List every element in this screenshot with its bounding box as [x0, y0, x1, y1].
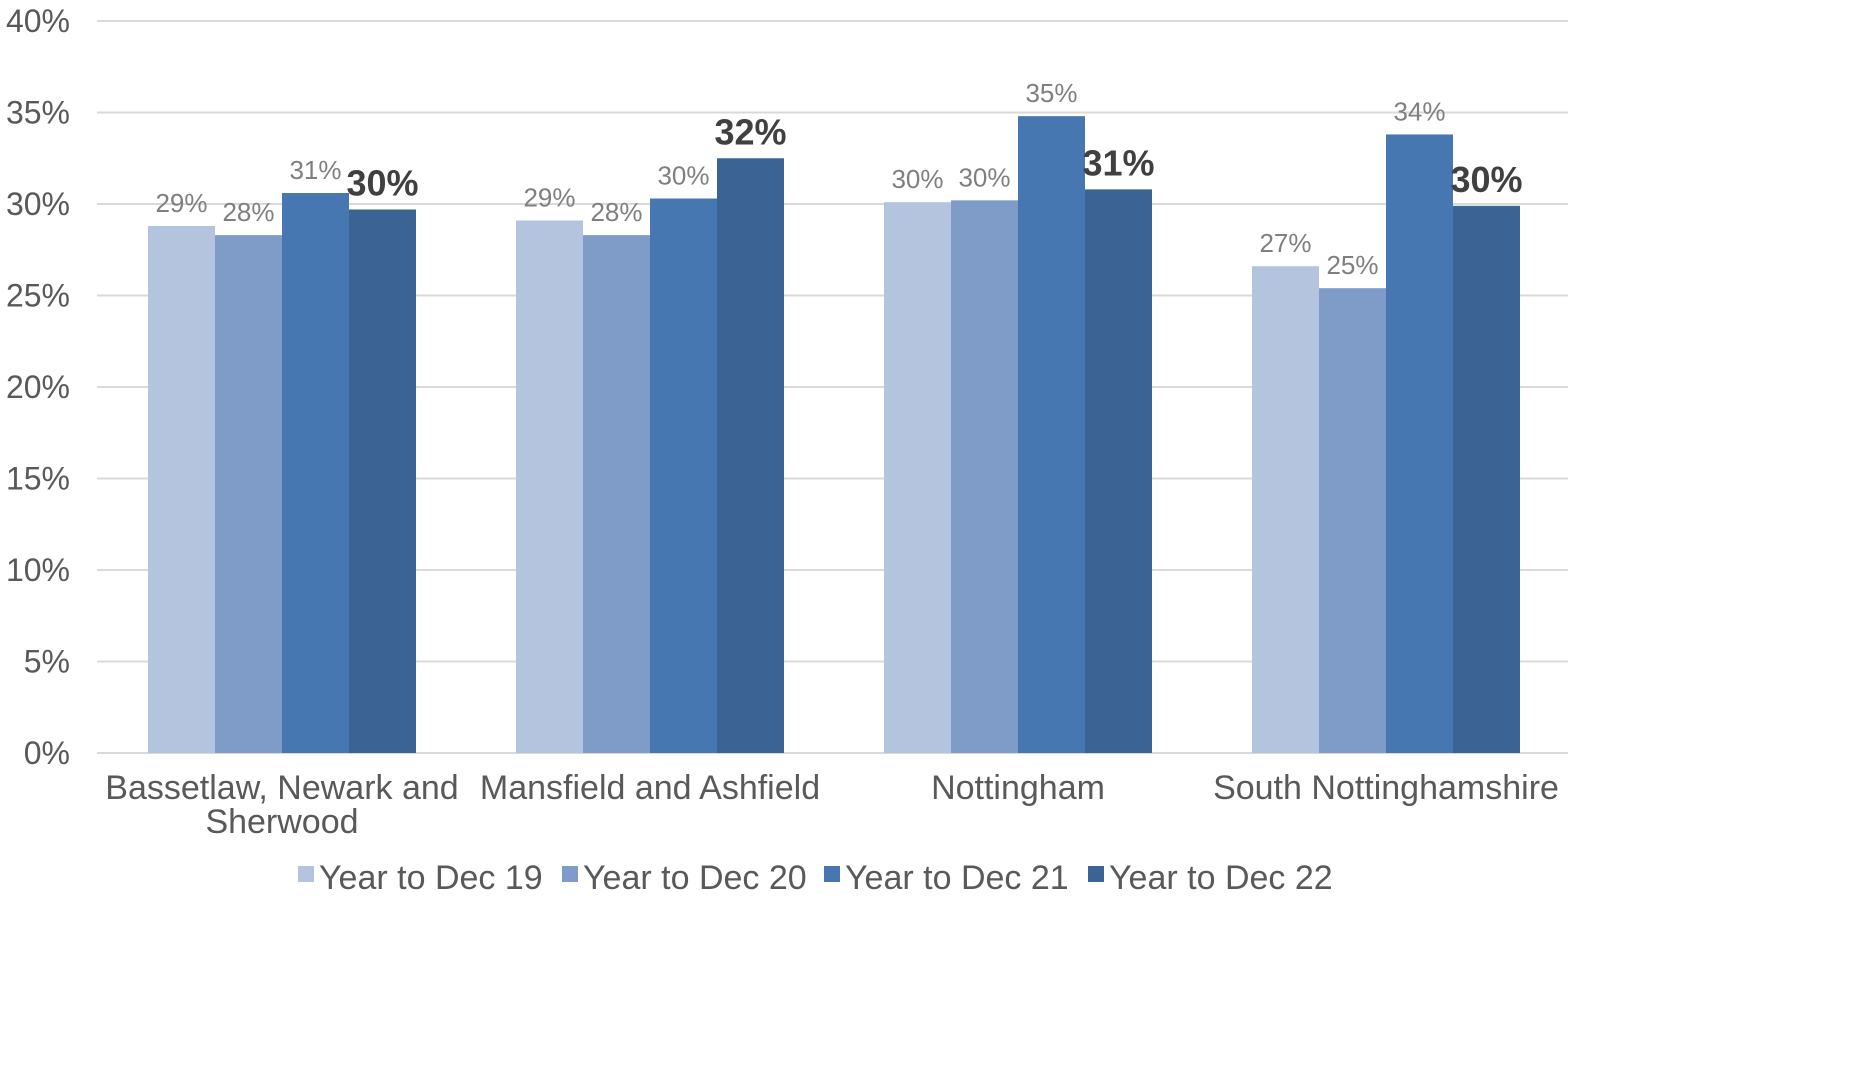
- data-label-0-0: 29%: [155, 188, 207, 218]
- bar-1-2: [650, 198, 717, 753]
- bar-0-1: [215, 235, 282, 754]
- bar-2-0: [884, 202, 951, 754]
- data-label-2-3: 31%: [1082, 142, 1154, 183]
- x-category-label: South Nottinghamshire: [1213, 769, 1559, 807]
- y-tick-label: 35%: [6, 95, 70, 131]
- legend-label: Year to Dec 22: [1109, 859, 1333, 897]
- legend-swatch: [1088, 866, 1104, 882]
- data-label-3-2: 34%: [1393, 96, 1445, 126]
- data-label-0-1: 28%: [222, 197, 274, 227]
- x-category-line: Mansfield and Ashfield: [480, 769, 820, 807]
- data-label-0-2: 31%: [289, 155, 341, 185]
- legend: Year to Dec 19 Year to Dec 20 Year to Dec …: [298, 859, 1333, 897]
- data-label-2-0: 30%: [891, 164, 943, 194]
- bar-3-2: [1386, 134, 1453, 753]
- x-category-line: Bassetlaw, Newark and: [105, 769, 458, 807]
- x-category-label: Nottingham: [931, 769, 1105, 807]
- bar-3-0: [1252, 266, 1319, 753]
- y-tick-label: 25%: [6, 278, 70, 314]
- bar-1-3: [717, 158, 784, 753]
- y-tick-label: 20%: [6, 369, 70, 405]
- x-category-line: Sherwood: [205, 803, 358, 841]
- data-label-3-1: 25%: [1326, 250, 1378, 280]
- data-label-1-3: 32%: [714, 111, 786, 152]
- data-label-2-2: 35%: [1025, 78, 1077, 108]
- bar-3-3: [1453, 205, 1520, 753]
- data-label-3-0: 27%: [1259, 228, 1311, 258]
- data-label-1-0: 29%: [523, 182, 575, 212]
- x-category-line: South Nottinghamshire: [1213, 769, 1559, 807]
- bar-0-2: [282, 193, 349, 753]
- bar-2-1: [951, 200, 1018, 754]
- bar-1-0: [516, 220, 583, 754]
- legend-label: Year to Dec 20: [583, 859, 807, 897]
- y-tick-label: 15%: [6, 461, 70, 497]
- legend-label: Year to Dec 21: [845, 859, 1069, 897]
- legend-swatch: [562, 866, 578, 882]
- legend-swatch: [824, 866, 840, 882]
- legend-swatch: [298, 866, 314, 882]
- x-category-line: Nottingham: [931, 769, 1105, 807]
- y-tick-label: 30%: [6, 186, 70, 222]
- y-axis-ticks: 0% 5% 10% 15% 20% 25% 30% 35% 40%: [6, 3, 70, 771]
- bar-1-1: [583, 235, 650, 754]
- data-label-0-3: 30%: [346, 162, 418, 203]
- y-tick-label: 10%: [6, 552, 70, 588]
- bar-3-1: [1319, 288, 1386, 753]
- y-tick-label: 40%: [6, 3, 70, 39]
- y-tick-label: 0%: [24, 735, 70, 771]
- data-label-1-2: 30%: [657, 161, 709, 191]
- y-tick-label: 5%: [24, 644, 70, 680]
- data-label-2-1: 30%: [958, 162, 1010, 192]
- data-labels: 29% 28%31% 30% 29% 28%30%32%30% 30%35%31%27%2…: [155, 78, 1522, 280]
- x-category-label: Mansfield and Ashfield: [480, 769, 820, 807]
- data-label-1-1: 28%: [590, 197, 642, 227]
- x-category-label: Bassetlaw, Newark and Sherwood: [105, 769, 458, 841]
- legend-label: Year to Dec 19: [319, 859, 543, 897]
- x-axis-categories: Bassetlaw, Newark and Sherwood Mansfield a…: [105, 769, 1559, 841]
- data-label-3-3: 30%: [1450, 159, 1522, 200]
- bars: [148, 116, 1520, 754]
- bar-0-0: [148, 225, 215, 753]
- bar-0-3: [349, 209, 416, 754]
- bar-2-3: [1085, 189, 1152, 754]
- bar-2-2: [1018, 116, 1085, 753]
